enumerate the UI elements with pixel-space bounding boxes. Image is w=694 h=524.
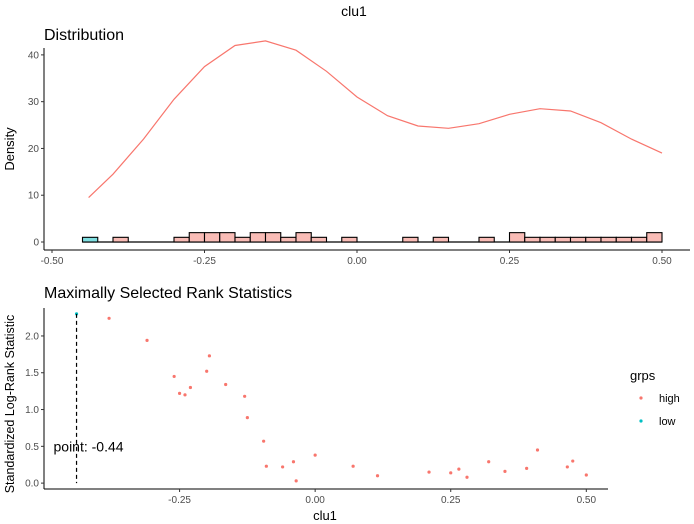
y-tick-label: 40	[28, 50, 40, 61]
histogram-bars	[81, 232, 663, 243]
rank-stat-panel: Maximally Selected Rank Statistics Stand…	[3, 285, 608, 523]
y-tick-label: 1.0	[25, 405, 39, 416]
y-tick-label: 0	[33, 238, 39, 249]
scatter-point	[503, 469, 507, 473]
scatter-point	[584, 473, 588, 477]
y-tick-label: 10	[28, 191, 40, 202]
rank-stat-axes: 0.0 0.5 1.0 1.5 2.0 -0.25 0.00 0.25 0.50	[25, 308, 608, 506]
scatter-point	[571, 459, 575, 463]
scatter-point	[487, 460, 491, 464]
histogram-bar	[249, 232, 267, 243]
histogram-bar	[630, 236, 648, 243]
distribution-panel: Distribution Density 0 10 20 30 40 -0.50 -0.25…	[2, 27, 690, 267]
rank-stat-title: Maximally Selected Rank Statistics	[44, 285, 292, 302]
y-tick-label: 30	[28, 97, 40, 108]
scatter-point	[565, 465, 569, 469]
histogram-bar	[585, 236, 602, 243]
legend: grps high low	[630, 368, 680, 428]
histogram-bar	[600, 236, 617, 243]
scatter-point	[427, 470, 431, 474]
scatter-point	[243, 394, 247, 398]
y-tick-label: 1.5	[25, 368, 39, 379]
x-tick-label: 0.25	[500, 256, 520, 267]
histogram-bar	[569, 236, 587, 243]
y-tick-label: 0.0	[25, 479, 39, 490]
histogram-bar	[478, 236, 495, 243]
histogram-bar	[173, 236, 190, 243]
legend-label-high: high	[659, 393, 680, 405]
histogram-bar	[203, 232, 221, 243]
x-tick-label: 0.50	[652, 256, 672, 267]
x-tick-label: 0.00	[347, 256, 367, 267]
scatter-point	[313, 453, 317, 457]
legend-key-low	[639, 419, 643, 423]
legend-label-low: low	[659, 416, 676, 428]
figure-title: clu1	[341, 3, 367, 19]
scatter-point	[535, 448, 540, 452]
scatter-point	[449, 471, 453, 475]
histogram-bar	[310, 236, 328, 243]
scatter-point	[351, 464, 355, 468]
histogram-bar	[341, 236, 358, 243]
scatter-point	[264, 464, 268, 468]
histogram-bar	[524, 236, 541, 243]
x-tick-label: 0.25	[441, 495, 461, 506]
histogram-bar	[432, 236, 450, 243]
histogram-bar	[615, 236, 633, 243]
rank-stat-ylabel: Standardized Log-Rank Statistic	[3, 315, 17, 494]
scatter-point	[207, 354, 212, 358]
x-tick-label: 0.50	[577, 495, 597, 506]
scatter-point	[145, 338, 149, 342]
scatter-point	[183, 393, 187, 397]
y-tick-label: 20	[28, 144, 40, 155]
legend-key-high	[639, 396, 643, 400]
histogram-bar	[112, 236, 129, 243]
histogram-bar	[81, 236, 99, 243]
scatter-point	[525, 466, 529, 470]
scatter-point	[224, 382, 228, 387]
histogram-bar	[539, 236, 556, 243]
x-tick-label: 0.00	[305, 495, 325, 506]
histogram-bar	[188, 232, 206, 243]
histogram-bar	[402, 236, 419, 243]
scatter-point	[188, 385, 193, 390]
scatter-point	[177, 391, 182, 395]
scatter-points	[74, 312, 588, 483]
scatter-point	[262, 439, 266, 443]
scatter-point	[172, 374, 176, 379]
distribution-title: Distribution	[44, 27, 124, 44]
scatter-point	[281, 465, 285, 469]
scatter-point	[205, 369, 209, 373]
x-tick-label: -0.25	[193, 256, 216, 267]
x-tick-label: -0.50	[41, 256, 64, 267]
histogram-bar	[554, 236, 572, 243]
y-tick-label: 2.0	[25, 331, 39, 342]
histogram-bar	[646, 232, 663, 243]
histogram-bar	[264, 232, 282, 243]
histogram-bar	[508, 232, 526, 243]
density-curve	[88, 40, 663, 199]
distribution-ylabel: Density	[2, 127, 17, 171]
histogram-bar	[219, 232, 236, 243]
histogram-bar	[295, 232, 312, 243]
legend-title: grps	[630, 368, 656, 383]
scatter-point	[465, 475, 469, 479]
scatter-point	[291, 460, 296, 464]
scatter-point	[457, 467, 461, 471]
histogram-bar	[234, 236, 251, 243]
cutpoint-label: point: -0.44	[54, 438, 124, 454]
scatter-point	[107, 316, 111, 320]
scatter-point	[245, 416, 249, 420]
scatter-point	[375, 474, 380, 478]
scatter-point	[294, 479, 298, 483]
x-tick-label: -0.25	[168, 495, 191, 506]
distribution-axes: 0 10 20 30 40 -0.50 -0.25 0.00 0.25 0.50	[28, 48, 690, 267]
y-tick-label: 0.5	[25, 442, 39, 453]
rank-stat-xlabel: clu1	[313, 508, 337, 523]
histogram-bar	[280, 236, 297, 243]
